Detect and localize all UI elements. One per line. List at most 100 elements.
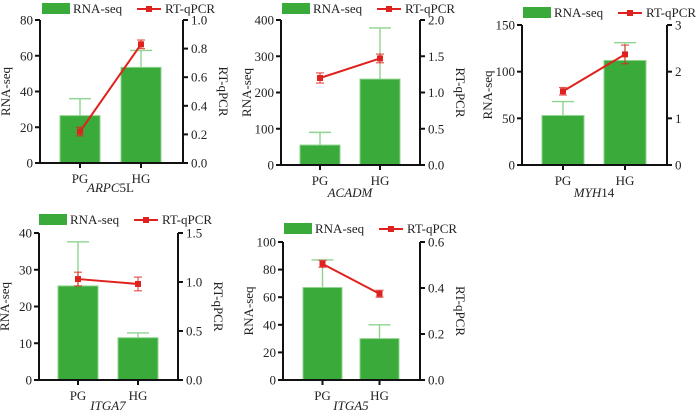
x-tick-label: PG — [70, 388, 87, 403]
y-tick-label-left: 100 — [257, 235, 277, 250]
y-tick-label-left: 100 — [255, 121, 275, 136]
legend: RNA-seq RT-qPCR — [523, 5, 696, 20]
y-tick-label-right: 2 — [675, 64, 682, 79]
y-tick-label-left: 80 — [263, 262, 276, 277]
line-rtqpcr — [322, 262, 380, 295]
y-tick-label-left: 0 — [270, 373, 277, 388]
y-tick-label-right: 1.0 — [428, 85, 444, 100]
gene-label-italic: ITGA7 — [89, 398, 126, 413]
gene-label-suffix: 5L — [120, 180, 135, 195]
y-axis-title-left: RNA-seq — [0, 66, 13, 116]
y-tick-label-right: 0.0 — [186, 373, 202, 388]
legend-swatch-rnaseq — [284, 223, 312, 234]
chart-panel-arpc5l: 0 20 40 60 80 0.0 0.2 0.4 0.6 0.8 1.0 PG HG RNA-seq RT… — [0, 1, 231, 195]
legend-label-rtqpcr: RT-qPCR — [165, 1, 215, 16]
y-tick-label-left: 20 — [19, 299, 32, 314]
bar-rnaseq-hg — [603, 59, 647, 166]
legend-swatch-rnaseq — [42, 3, 70, 14]
y-tick-label-left: 80 — [20, 13, 33, 28]
y-tick-label-right: 0.4 — [191, 98, 208, 113]
legend: RNA-seq RT-qPCR — [39, 212, 212, 227]
point-rtqpcr-hg — [377, 55, 383, 62]
legend-label-rnaseq: RNA-seq — [554, 5, 604, 20]
y-tick-label-right: 0.5 — [186, 324, 202, 339]
x-tick-label: HG — [616, 173, 635, 188]
y-tick-label-left: 400 — [255, 13, 275, 28]
x-tick-label: PG — [72, 171, 89, 186]
legend: RNA-seq RT-qPCR — [42, 1, 215, 16]
legend-label-rtqpcr: RT-qPCR — [405, 1, 455, 16]
y-tick-label-right: 0.8 — [191, 41, 207, 56]
legend-label-rnaseq: RNA-seq — [315, 221, 365, 236]
y-tick-label-right: 0.0 — [428, 373, 444, 388]
legend-label-rnaseq: RNA-seq — [313, 1, 363, 16]
y-tick-label-left: 0 — [27, 156, 34, 171]
line-rtqpcr — [319, 57, 381, 79]
line-rtqpcr — [77, 278, 139, 285]
legend-label-rtqpcr: RT-qPCR — [162, 212, 212, 227]
y-tick-label-right: 0.6 — [191, 70, 208, 85]
y-tick-label-right: 2.0 — [428, 13, 444, 28]
gene-label-suffix: 14 — [601, 185, 615, 200]
legend: RNA-seq RT-qPCR — [282, 1, 455, 16]
gene-label-italic: ITGA5 — [332, 398, 369, 413]
y-tick-label-left: 40 — [19, 226, 32, 241]
y-tick-label-right: 0.0 — [191, 156, 207, 171]
y-tick-label-left: 0 — [509, 158, 516, 173]
bar-rnaseq-pg — [59, 115, 101, 164]
y-tick-label-right: 0.4 — [428, 281, 445, 296]
y-tick-label-left: 40 — [20, 84, 33, 99]
legend-label-rtqpcr: RT-qPCR — [407, 221, 457, 236]
y-tick-label-left: 200 — [255, 85, 275, 100]
gene-label: MYH14 — [573, 185, 615, 200]
y-axis-title-left: RNA-seq — [480, 70, 495, 120]
y-tick-label-right: 0 — [675, 158, 682, 173]
gene-label: ACADM — [327, 185, 374, 200]
y-tick-label-left: 300 — [255, 49, 275, 64]
legend-marker-rtqpcr — [146, 6, 152, 12]
point-rtqpcr-hg — [135, 280, 141, 287]
legend-marker-rtqpcr — [388, 226, 394, 232]
y-axis-title-right: RT-qPCR — [216, 66, 231, 116]
y-tick-label-right: 0.2 — [428, 327, 444, 342]
x-tick-label: HG — [129, 388, 148, 403]
y-tick-label-right: 1.5 — [186, 226, 202, 241]
y-tick-label-left: 150 — [496, 18, 516, 33]
gene-label: ITGA7 — [89, 398, 126, 413]
y-tick-label-left: 0 — [26, 373, 33, 388]
point-rtqpcr-pg — [317, 75, 323, 81]
chart-panel-myh14: 0 50 100 150 0 1 2 3 PG HG RNA-seq RT-qPCR MYH14 RNA-… — [480, 5, 696, 200]
x-tick-label: HG — [370, 388, 389, 403]
x-tick-label: HG — [371, 173, 390, 188]
legend-swatch-rnaseq — [282, 3, 310, 14]
point-rtqpcr-pg — [560, 88, 566, 95]
y-tick-label-left: 60 — [20, 48, 33, 63]
y-tick-label-right: 0.2 — [191, 127, 207, 142]
bar-rnaseq-hg — [359, 338, 400, 381]
legend-marker-rtqpcr — [386, 6, 392, 12]
point-rtqpcr-pg — [319, 260, 326, 267]
y-tick-label-right: 0.5 — [428, 121, 444, 136]
y-axis-title-right: RT-qPCR — [211, 281, 226, 331]
y-tick-label-right: 1.0 — [191, 13, 207, 28]
y-tick-label-left: 0 — [268, 158, 275, 173]
x-tick-label: PG — [555, 173, 572, 188]
y-tick-label-right: 0.6 — [428, 235, 445, 250]
point-rtqpcr-pg — [77, 128, 83, 135]
gene-label-italic: ACADM — [327, 185, 374, 200]
legend-swatch-rnaseq — [39, 214, 67, 225]
legend-marker-rtqpcr — [143, 217, 149, 223]
y-axis-title-left: RNA-seq — [239, 67, 254, 117]
y-tick-label-right: 1.5 — [428, 49, 444, 64]
point-rtqpcr-hg — [622, 51, 628, 58]
y-tick-label-left: 40 — [263, 317, 276, 332]
y-axis-title-right: RT-qPCR — [453, 286, 468, 336]
point-rtqpcr-hg — [138, 41, 144, 48]
x-tick-label: PG — [314, 388, 331, 403]
legend: RNA-seq RT-qPCR — [284, 221, 457, 236]
bar-rnaseq-hg — [120, 66, 162, 164]
y-tick-label-left: 60 — [263, 290, 276, 305]
legend-swatch-rnaseq — [523, 7, 551, 18]
legend-marker-rtqpcr — [627, 10, 633, 16]
